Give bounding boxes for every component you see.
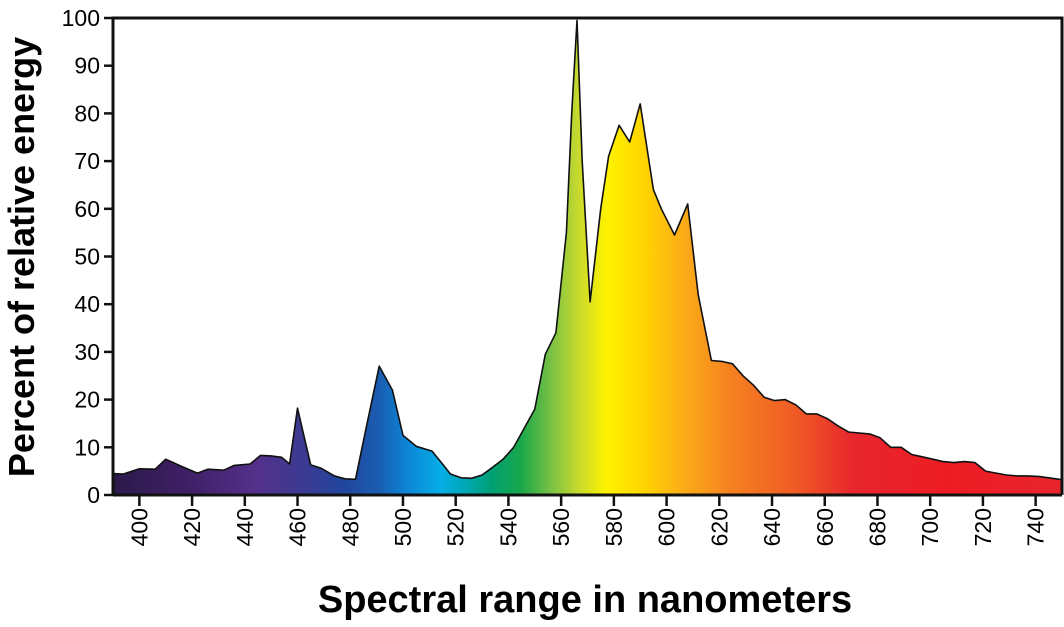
plot-area (113, 19, 1062, 495)
x-tick-label: 660 (812, 508, 838, 546)
x-tick-label: 560 (548, 508, 574, 546)
x-tick-label: 680 (865, 508, 891, 546)
x-tick-label: 520 (443, 508, 469, 546)
y-axis-title: Percent of relative energy (1, 37, 42, 477)
y-tick-label: 70 (74, 148, 100, 174)
x-tick-label: 420 (179, 508, 205, 546)
y-tick-label: 80 (74, 100, 100, 126)
x-tick-label: 580 (601, 508, 627, 546)
x-tick-label: 460 (285, 508, 311, 546)
x-tick-label: 480 (337, 508, 363, 546)
y-tick-label: 0 (87, 482, 100, 508)
x-tick-label: 400 (126, 508, 152, 546)
spectrum-line (113, 19, 1062, 481)
x-tick-label: 700 (917, 508, 943, 546)
x-tick-label: 440 (232, 508, 258, 546)
x-tick-label: 540 (495, 508, 521, 546)
y-tick-label: 40 (74, 291, 100, 317)
x-tick-label: 500 (390, 508, 416, 546)
x-tick-label: 600 (654, 508, 680, 546)
y-tick-label: 50 (74, 244, 100, 270)
y-tick-label: 100 (62, 5, 100, 31)
y-tick-label: 10 (74, 434, 100, 460)
x-axis-title: Spectral range in nanometers (318, 579, 852, 621)
y-tick-label: 90 (74, 53, 100, 79)
y-tick-label: 20 (74, 387, 100, 413)
axes: 0 10 20 30 40 50 60 70 80 90 100 400 420 440 460 480 500… (62, 5, 1064, 546)
x-tick-label: 620 (706, 508, 732, 546)
x-tick-label: 640 (759, 508, 785, 546)
y-tick-label: 60 (74, 196, 100, 222)
x-tick-label: 740 (1023, 508, 1049, 546)
y-tick-label: 30 (74, 339, 100, 365)
x-tick-label: 720 (970, 508, 996, 546)
